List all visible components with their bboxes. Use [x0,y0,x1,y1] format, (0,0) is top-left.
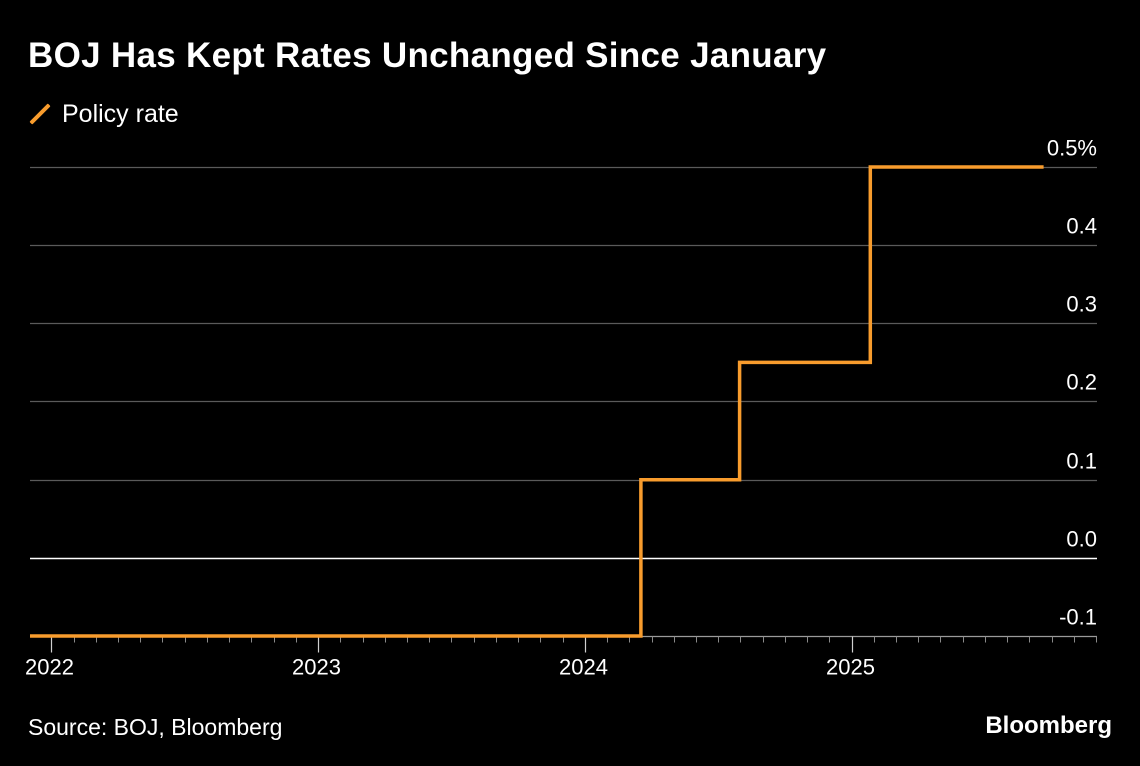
y-tick-label: -0.1 [1059,605,1097,630]
y-tick-label: 0.3 [1066,292,1097,317]
y-tick-label: 0.1 [1066,449,1097,474]
x-tick-label: 2023 [292,655,341,680]
y-tick-label: 0.4 [1066,214,1097,239]
x-tick-label: 2022 [25,655,74,680]
legend: Policy rate [28,98,179,130]
axis-labels: 0.5% 0.4 0.3 0.2 0.1 0.0 -0.1 2022 2023 2024 2025 [25,136,1097,680]
x-axis [30,635,1097,653]
gridlines [30,166,1097,560]
source-note: Source: BOJ, Bloomberg [28,714,283,740]
series-layer [30,165,1044,638]
series-line-policy-rate [30,165,1044,638]
y-tick-label: 0.2 [1066,370,1097,395]
bloomberg-logo: Bloomberg [985,712,1112,739]
x-tick-label: 2025 [826,655,875,680]
chart-title: BOJ Has Kept Rates Unchanged Since Janua… [28,36,827,75]
x-tick-label: 2024 [559,655,608,680]
y-tick-label: 0.0 [1066,527,1097,552]
legend-label-policy-rate: Policy rate [62,99,179,128]
y-tick-label: 0.5% [1047,136,1097,161]
